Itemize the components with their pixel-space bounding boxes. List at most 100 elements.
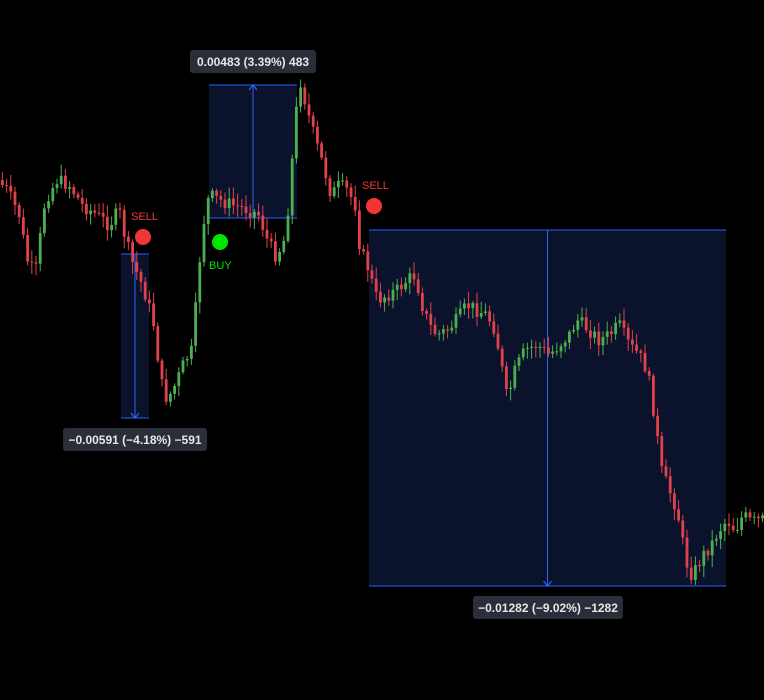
candle [437,329,441,341]
candle [64,169,67,194]
sell-signal-label: SELL [362,180,389,192]
candle [761,512,764,522]
candle [631,330,634,353]
candle [446,325,449,339]
measurement-label: 0.00483 (3.39%) 483 [190,50,316,73]
candle [47,194,50,213]
candle [240,199,244,216]
sell-signal[interactable]: SELL [362,180,389,214]
candle [387,289,391,306]
candle [274,232,277,266]
candle [114,203,118,231]
candle [358,200,361,256]
candle [488,305,491,327]
arrow-head-icon [248,84,258,91]
candle [547,336,550,357]
candle [500,345,504,372]
candle [400,277,403,297]
candle [227,187,231,217]
measurement-box[interactable] [369,229,726,587]
candle [668,467,672,503]
candle [710,530,714,568]
candle [76,191,80,201]
candle [97,203,101,217]
candle [370,264,374,284]
candle [219,190,223,208]
candle [366,243,370,282]
measurement-box[interactable] [121,253,149,419]
candle [576,314,580,338]
candle [467,291,470,319]
measurement-value: 0.00483 (3.39%) 483 [197,55,309,69]
candle [303,83,307,110]
candle [164,368,168,406]
candle [379,282,382,308]
candle [311,111,315,134]
candle [719,523,722,550]
candle [253,209,256,230]
candle [563,339,567,353]
candle [429,302,433,336]
candle [383,294,386,312]
candle [181,356,185,375]
candle [169,391,172,407]
sell-signal-label: SELL [131,211,158,223]
candle [307,93,311,124]
candle [17,202,21,225]
candle [160,358,164,387]
candle [463,298,466,315]
candle [22,208,25,239]
candle [395,278,399,301]
measurement-box[interactable] [209,84,297,219]
candle [685,529,689,578]
candle [740,511,743,536]
candle [148,290,151,313]
candle [656,408,659,445]
sell-dot-icon [366,198,382,214]
candle [1,172,4,189]
candle [135,251,139,280]
candle [593,326,596,344]
candle [265,218,269,248]
candle [345,176,349,197]
candle [723,518,727,542]
candle [509,380,512,401]
candle [681,515,685,545]
candle [643,344,647,374]
candle [139,268,143,292]
candle [492,313,496,338]
candle [479,301,483,320]
candle [689,556,693,585]
candle [551,345,554,359]
candle [715,534,718,546]
measurement-value: −0.00591 (−4.18%) −591 [68,433,201,447]
candle [13,186,17,215]
candle [202,215,206,267]
sell-signal[interactable]: SELL [131,211,158,245]
candle [752,511,756,525]
candle [496,324,500,351]
candle [408,267,412,295]
candle [513,360,517,391]
candle [118,202,122,219]
candle [248,204,252,228]
candle [34,255,38,276]
candle [223,192,227,215]
candle [72,183,76,199]
candle [68,181,71,199]
buy-signal[interactable]: BUY [209,234,232,272]
candle [647,367,651,381]
candle [412,262,416,286]
candle [316,120,319,151]
measurement-value: −0.01282 (−9.02%) −1282 [478,601,618,615]
candle [589,320,592,350]
candle [320,141,323,161]
candle [290,154,294,225]
candle [349,183,353,206]
candle [542,338,546,354]
candle [337,171,340,198]
candle [391,282,395,309]
candles [1,79,764,585]
candle [706,548,710,561]
